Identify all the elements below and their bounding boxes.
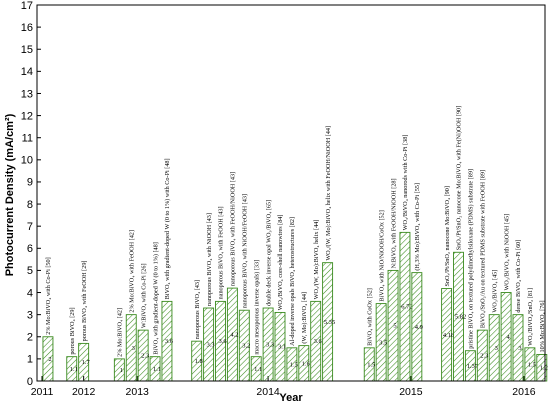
bar-value-label: 4.2: [230, 332, 238, 339]
x-tick-label: 2012: [72, 386, 96, 398]
bar-value-label: 3.3: [266, 342, 274, 349]
bar-annotation: (H,3% Mo):BiVO₄ with Co-Pi [55]: [414, 183, 421, 271]
bar-value-label: 1.1: [153, 366, 161, 373]
y-tick-label: 13: [21, 88, 33, 100]
bar-annotation: Al-doped inverse opals BiVO₄ heterostruc…: [289, 217, 296, 346]
bar-value-label: 3: [518, 345, 521, 352]
bar-annotation: WO₃/BiVO₄ [45]: [491, 270, 498, 313]
bar-annotation: 2% Mo:BiVO₄ with Co-Pi [50]: [45, 257, 52, 334]
bar-value-label: 5: [393, 323, 396, 330]
bar-annotation: W:BiVO₄ with Co-Pi [26]: [140, 263, 147, 328]
y-tick-label: 0: [27, 376, 33, 388]
bar-value-label: 3.1: [278, 344, 286, 351]
bar-value-label: 1.2: [540, 365, 548, 372]
bar-value-label: 1.5: [367, 361, 375, 368]
bar-value-label: 2.3: [141, 353, 149, 360]
bar-annotation: WO₃/(W, Mo):BiVO₄ helix [44]: [313, 220, 320, 300]
bar-annotation: nanoporous BiVO₄ with FeOOH [43]: [218, 206, 225, 299]
y-tick-label: 11: [22, 133, 33, 145]
bar-annotation: WO₃/(W, Mo):BiVO₄ helix with FeOOH/NiOOH…: [325, 126, 332, 261]
x-axis-title: Year: [279, 392, 303, 404]
y-axis-title: Photocurrent Density (mA/cm²): [4, 113, 16, 276]
bar-value-label: 5.82: [455, 314, 466, 321]
bar-annotation: BiVO₄ with gradient-doped W (0 to 1%) [4…: [152, 242, 159, 354]
bar-annotation: BiVO₄ with NiO/NiOOH/CoOx [52]: [378, 210, 385, 301]
bar-annotation: nanoporous BiVO₄ with NiOOH/FeOOH [43]: [242, 194, 249, 308]
bar-annotation: BiVO₄/SnO₂/Au on textured PDMS substrate…: [480, 170, 487, 328]
x-tick-label: 2016: [512, 386, 536, 398]
bar-value-label: 3.3: [207, 342, 215, 349]
bar-value-label: 3.6: [218, 338, 227, 345]
bar-value-label: 2.3: [480, 353, 488, 360]
bar-value-label: 1.7: [82, 359, 91, 366]
bar-annotation: WO₃/BiVO₄ nanorods with Co-Pi [38]: [402, 135, 409, 231]
x-tick-label: 2011: [31, 386, 54, 398]
bar-value-label: 1: [120, 367, 123, 374]
bar-annotation: nanoporous BiVO₄ [43]: [194, 280, 201, 339]
x-tick-label: 2015: [399, 386, 423, 398]
bar-annotation: nanoporous BiVO₄ with NiOOH [43]: [206, 213, 213, 306]
bar-value-label: 4.18: [443, 332, 454, 339]
bar-value-label: 1.8: [195, 358, 203, 365]
y-tick-label: 1: [27, 354, 33, 366]
bar-value-label: 1.1: [70, 366, 78, 373]
plot-frame: [36, 4, 546, 382]
bar-value-label: 3.5: [379, 339, 387, 346]
bar-annotation: 2% Mo:BiVO₄ [42]: [117, 308, 124, 357]
y-tick-label: 16: [21, 22, 33, 34]
y-tick-label: 8: [27, 199, 33, 211]
bar-value-label: 6.72: [401, 304, 412, 311]
x-tick-label: 2013: [126, 386, 150, 398]
y-tick-label: 14: [21, 66, 33, 78]
bar-annotation: WO₃/BiVO₄/SnO₂ [81]: [527, 288, 534, 346]
bar-annotation: 2% Mo:BiVO₄ with FeOOH [42]: [128, 230, 135, 313]
bar-annotation: N:BiVO₄ with FeOOH/NiOOH [28]: [390, 178, 397, 268]
bar-value-label: 3: [132, 345, 135, 352]
bar-value-label: 1.37: [467, 363, 479, 370]
bar-annotation: porous BiVO₄ [29]: [69, 307, 76, 354]
y-tick-label: 15: [21, 44, 33, 56]
bar-value-label: 3.2: [242, 343, 250, 350]
x-tick-label: 2014: [256, 386, 280, 398]
y-tick-label: 9: [27, 177, 33, 189]
y-tick-label: 2: [27, 332, 33, 344]
bar-value-label: 3.6: [314, 338, 323, 345]
bar-value-label: 3: [495, 345, 498, 352]
bar-value-label: 5.35: [324, 319, 335, 326]
bar-annotation: dense BiVO₄ with Co-Pi [60]: [515, 240, 522, 313]
bar-annotation: WO₃/BiVO₄ core-shell nanowires [84]: [277, 215, 284, 311]
bar-value-label: 2: [48, 356, 51, 363]
bar-annotation: pristine BiVO₄ on textured polydimethyls…: [468, 169, 475, 349]
y-tick-label: 3: [27, 309, 33, 321]
bar-annotation: double deck inverse opal WO₃/BiVO₄ [65]: [265, 200, 272, 306]
y-tick-label: 5: [27, 265, 33, 277]
y-tick-label: 6: [27, 243, 33, 255]
bar-annotation: SnOₓ/Pt/SnO₂ nanocone Mo:BiVO₄ [90]: [444, 186, 451, 286]
bar-annotation: porous BiVO₄ with FeOOH [29]: [81, 261, 88, 342]
bar-value-label: 1.5: [528, 361, 536, 368]
y-tick-label: 17: [21, 0, 33, 12]
bar-value-label: 3.6: [165, 338, 174, 345]
bar-value-label: 4.9: [415, 324, 423, 331]
bar-annotation: macro mesoporous inverse opals) [33]: [253, 260, 260, 355]
bar-annotation: (W, Mo):BiVO₄ [44]: [301, 292, 308, 344]
bar-value-label: 1.6: [302, 360, 311, 367]
bar-annotation: nanoporous BiVO₄ with FeOOH/NiOOH [43]: [230, 172, 237, 286]
y-tick-label: 4: [27, 287, 33, 299]
bar-value-label: 1.5: [290, 361, 298, 368]
bar-value-label: 1.1: [254, 366, 262, 373]
bar-annotation: WO₃/BiVO₄ with NiOOH [45]: [503, 214, 510, 291]
bar-annotation: SnOₓ/Pt/SnO₂ nanocone Mo:BiVO₄ with Fe(N…: [456, 106, 463, 250]
bar-annotation: BiVO₄ with gradient-doped W (0 to 1%) wi…: [164, 158, 171, 299]
y-tick-label: 10: [21, 155, 33, 167]
bar-value-label: 4: [506, 334, 510, 341]
bar-annotation: BiVO₄ with CoOx [52]: [366, 288, 373, 346]
y-tick-label: 7: [27, 221, 33, 233]
bar-annotation: 10% Mo:BiVO₄ [76]: [539, 300, 546, 352]
y-tick-label: 12: [21, 110, 33, 122]
